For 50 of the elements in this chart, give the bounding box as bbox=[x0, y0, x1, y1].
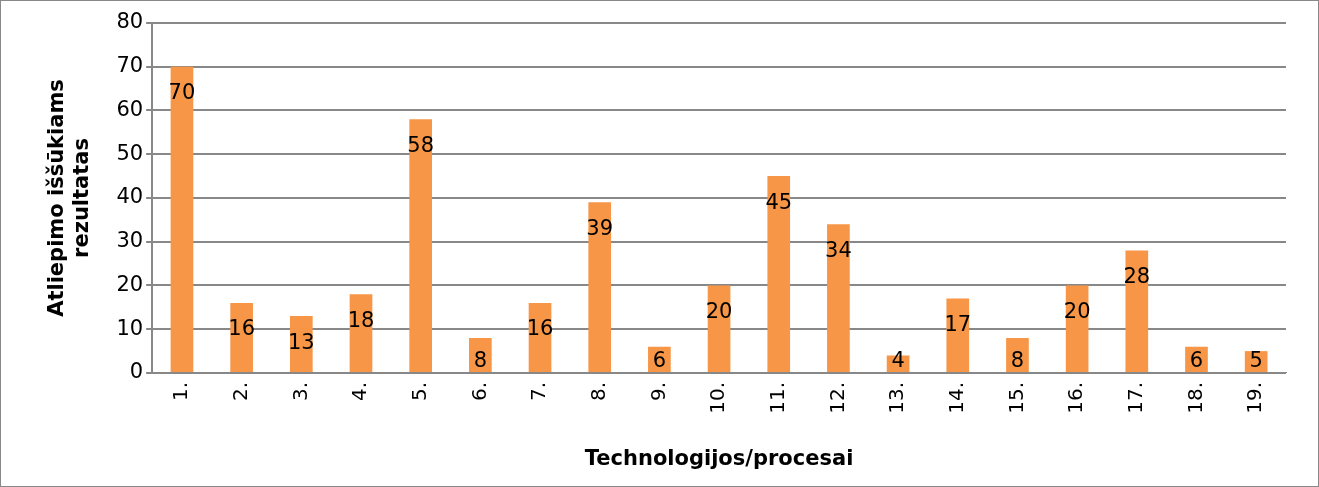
bar bbox=[230, 303, 253, 372]
bar bbox=[767, 176, 791, 372]
bar bbox=[409, 119, 433, 372]
bar bbox=[170, 66, 194, 372]
y-tick-label: 0 bbox=[129, 359, 144, 384]
y-tick-label: 30 bbox=[116, 228, 144, 253]
data-label: 70 bbox=[168, 80, 196, 105]
x-tick-label: 17. bbox=[1123, 381, 1148, 414]
y-tick-label: 60 bbox=[116, 96, 144, 121]
y-tick-label: 70 bbox=[116, 53, 144, 78]
y-tick-label: 40 bbox=[116, 184, 144, 209]
x-tick-label: 5. bbox=[406, 381, 431, 402]
y-tick-label: 80 bbox=[116, 9, 144, 34]
data-label: 13 bbox=[287, 329, 315, 354]
data-label: 20 bbox=[705, 298, 733, 323]
bar bbox=[946, 298, 970, 372]
x-tick-label: 8. bbox=[585, 381, 610, 402]
data-label: 5 bbox=[1249, 348, 1263, 373]
data-label: 16 bbox=[526, 316, 554, 341]
x-tick-label: 12. bbox=[824, 381, 849, 414]
x-tick-label: 18. bbox=[1182, 381, 1207, 414]
data-label: 8 bbox=[1010, 348, 1025, 373]
data-label: 16 bbox=[228, 316, 256, 341]
data-label: 18 bbox=[347, 307, 375, 332]
data-label: 17 bbox=[944, 312, 972, 337]
x-tick-label: 1. bbox=[168, 381, 193, 402]
x-tick-label: 3. bbox=[287, 381, 312, 402]
x-tick-label: 2. bbox=[227, 381, 252, 402]
bar bbox=[588, 202, 612, 372]
data-label: 4 bbox=[891, 348, 905, 373]
y-tick-label: 20 bbox=[116, 271, 144, 296]
y-tick-label: 50 bbox=[116, 140, 144, 165]
x-tick-label: 15. bbox=[1003, 381, 1028, 414]
x-axis-title: Technologijos/procesai bbox=[584, 445, 854, 470]
x-tick-label: 6. bbox=[466, 381, 491, 402]
x-tick-label: 9. bbox=[645, 381, 670, 402]
y-tick-label: 10 bbox=[116, 315, 144, 340]
x-tick-label: 14. bbox=[943, 381, 968, 414]
data-label: 6 bbox=[652, 348, 667, 373]
x-tick-label: 11. bbox=[764, 381, 789, 414]
x-tick-label: 10. bbox=[705, 381, 730, 414]
data-label: 45 bbox=[765, 189, 793, 214]
x-tick-label: 19. bbox=[1242, 381, 1267, 414]
x-tick-label: 16. bbox=[1063, 381, 1088, 414]
data-label: 6 bbox=[1189, 348, 1204, 373]
x-tick-label: 4. bbox=[347, 381, 372, 402]
data-label: 8 bbox=[473, 348, 488, 373]
y-axis-title: Atliepimo iššūkiams rezultatas bbox=[44, 79, 94, 317]
x-tick-label: 7. bbox=[526, 381, 551, 402]
x-tick-label: 13. bbox=[884, 381, 909, 414]
